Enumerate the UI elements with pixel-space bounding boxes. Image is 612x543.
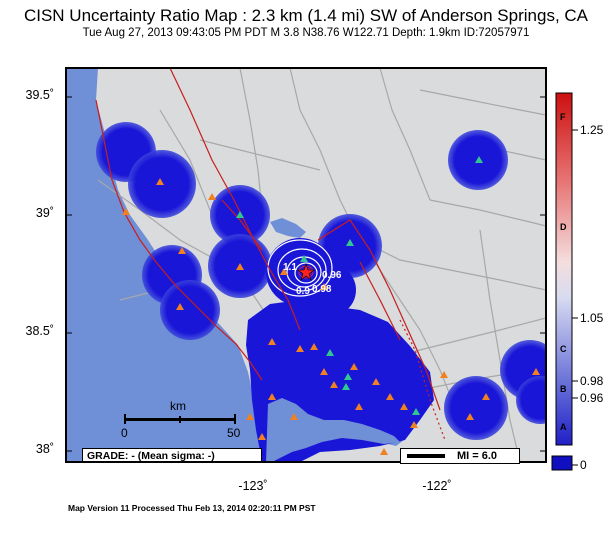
lat-label-39-5: 39.5˚ xyxy=(25,88,55,102)
faults xyxy=(95,68,446,441)
colorbar-grade-d: D xyxy=(560,222,567,232)
colorbar xyxy=(551,92,578,471)
colorbar-tick-1-25: 1.25 xyxy=(580,123,604,137)
colorbar-grade-c: C xyxy=(560,344,567,354)
mi-text: MI = 6.0 xyxy=(457,450,498,462)
scale-max: 50 xyxy=(227,426,241,440)
mi-bar xyxy=(407,454,445,458)
footer-text: Map Version 11 Processed Thu Feb 13, 201… xyxy=(68,503,316,513)
scale-bar-graphic xyxy=(124,414,236,424)
colorbar-tick-0: 0 xyxy=(580,458,587,472)
axis-ticks xyxy=(66,96,546,462)
colorbar-tick-1-05: 1.05 xyxy=(580,311,604,325)
lon-label-123: -123˚ xyxy=(238,479,268,493)
epicenter-star xyxy=(297,263,315,281)
map-area xyxy=(66,68,546,462)
lake-area xyxy=(270,218,306,238)
scale-min: 0 xyxy=(121,426,128,440)
coverage-areas xyxy=(96,122,546,462)
contour-label-3: 0.98 xyxy=(312,284,332,295)
grade-box: GRADE: - (Mean sigma: -) xyxy=(82,448,262,462)
event-info: Tue Aug 27, 2013 09:43:05 PM PDT M 3.8 N… xyxy=(82,27,530,39)
mi-legend: MI = 6.0 xyxy=(400,448,520,464)
colorbar-grade-f: F xyxy=(560,112,566,122)
lat-label-39: 39˚ xyxy=(35,206,54,220)
contour-label-4: 0.96 xyxy=(322,270,342,281)
contour-label-1: 1.1 xyxy=(283,262,297,273)
colorbar-tick-0-98: 0.98 xyxy=(580,374,604,388)
colorbar-grade-a: A xyxy=(560,422,567,432)
contour-label-2: 0.9 xyxy=(296,286,310,297)
map-title: CISN Uncertainty Ratio Map : 2.3 km (1.4… xyxy=(23,6,589,25)
contours xyxy=(267,239,333,297)
lat-label-38: 38˚ xyxy=(35,442,54,456)
map-frame xyxy=(65,67,547,463)
scale-unit: km xyxy=(170,399,186,413)
colorbar-grade-b: B xyxy=(560,384,567,394)
lon-label-122: -122˚ xyxy=(422,479,452,493)
lat-label-38-5: 38.5˚ xyxy=(25,324,55,338)
stations-green xyxy=(236,156,483,415)
stations xyxy=(122,178,540,455)
colorbar-tick-0-96: 0.96 xyxy=(580,391,604,405)
